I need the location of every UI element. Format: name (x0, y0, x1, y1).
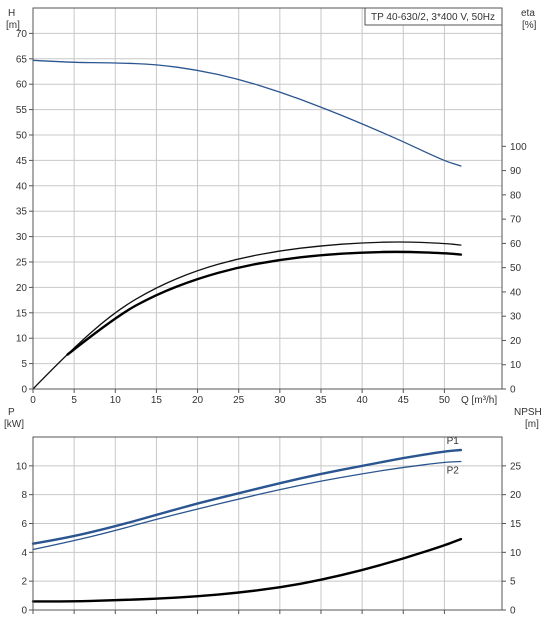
top-series-h-0 (32, 59, 462, 167)
top-y-right-tick-label: 40 (510, 287, 522, 298)
top-y-right-tick-label: 10 (510, 360, 522, 371)
top-y-right-tick-label: 0 (510, 385, 516, 396)
head-efficiency-frame (32, 7, 503, 390)
y-left-title-top: H (8, 8, 15, 19)
y-right-title-bottom: NPSH (514, 407, 542, 418)
bottom-y-left-tick-label: 10 (16, 461, 28, 472)
power-npsh-panel: 0 2 4 6 8 10 0 5 10 15 20 25 P1 P2 P [kW] NPSH [m] (4, 407, 542, 617)
bottom-series-p1-0 (31, 448, 463, 545)
bottom-series-p2-1 (32, 460, 462, 551)
bottom-y-right-tick-label: 20 (510, 490, 522, 501)
top-series-eta-2 (66, 250, 463, 356)
top-x-tick-label: 25 (233, 395, 245, 406)
head-efficiency-series (32, 59, 463, 390)
bottom-y-right-tick-label: 15 (510, 519, 522, 530)
y-left-unit-top: [m] (6, 20, 20, 31)
head-efficiency-grid (32, 8, 502, 390)
top-x-tick-label: 10 (110, 395, 122, 406)
top-y-right-tick-label: 80 (510, 190, 522, 201)
top-x-tick-label: 35 (315, 395, 327, 406)
top-y-left-tick-label: 10 (16, 334, 28, 345)
bottom-y-left-tick-label: 2 (21, 577, 27, 588)
top-y-right-tick-label: 50 (510, 263, 522, 274)
power-npsh-frame (32, 436, 503, 611)
y-left-unit-bottom: [kW] (4, 419, 24, 430)
bottom-y-right-tick-label: 10 (510, 548, 522, 559)
bottom-y-right-tick-label: 25 (510, 461, 522, 472)
y-right-unit-top: [%] (522, 20, 537, 31)
top-y-left-tick-label: 5 (21, 359, 27, 370)
top-y-left-tick-label: 0 (21, 385, 27, 396)
top-y-left-tick-label: 55 (16, 105, 28, 116)
top-y-left-tick-label: 60 (16, 80, 28, 91)
bottom-y-right-tick-label: 0 (510, 606, 516, 617)
top-y-left-tick-label: 50 (16, 131, 28, 142)
bottom-y-left-tick-label: 4 (21, 548, 27, 559)
chart-title-box: TP 40-630/2, 3*400 V, 50Hz (364, 7, 503, 26)
chart-title: TP 40-630/2, 3*400 V, 50Hz (371, 12, 495, 23)
bottom-series-npsh-2 (31, 537, 463, 603)
y-right-title-top: eta (521, 8, 535, 19)
power-npsh-series: P1 P2 (31, 436, 463, 603)
bottom-y-left-tick-label: 6 (21, 519, 27, 530)
top-y-left-tick-label: 25 (16, 258, 28, 269)
y-right-unit-bottom: [m] (525, 419, 539, 430)
y-left-title-bottom: P (8, 407, 15, 418)
top-y-left-tick-label: 70 (16, 29, 28, 40)
top-y-right-tick-label: 100 (510, 142, 527, 153)
top-y-left-tick-label: 40 (16, 181, 28, 192)
top-y-left-tick-label: 45 (16, 156, 28, 167)
top-y-right-tick-label: 20 (510, 336, 522, 347)
top-y-right-tick-label: 60 (510, 239, 522, 250)
top-x-tick-label: 40 (357, 395, 369, 406)
top-x-tick-label: 20 (192, 395, 204, 406)
bottom-y-right-tick-label: 5 (510, 577, 516, 588)
top-y-left-tick-label: 15 (16, 308, 28, 319)
top-x-tick-label: 0 (30, 395, 36, 406)
top-y-right-tick-label: 90 (510, 166, 522, 177)
head-efficiency-panel: 0 5 10 15 20 25 30 35 40 45 50 0 5 10 15 20 25 30 35 40 45 50… (6, 7, 537, 406)
top-x-tick-label: 45 (398, 395, 410, 406)
top-y-left-tick-label: 35 (16, 207, 28, 218)
bottom-y-left-tick-label: 8 (21, 490, 27, 501)
top-x-tick-label: 50 (439, 395, 451, 406)
head-efficiency-ticks: 0 5 10 15 20 25 30 35 40 45 50 0 5 10 15 20 25 30 35 40 45 50… (16, 29, 527, 406)
top-y-right-tick-label: 70 (510, 215, 522, 226)
top-y-left-tick-label: 30 (16, 232, 28, 243)
power-npsh-ticks: 0 2 4 6 8 10 0 5 10 15 20 25 (16, 461, 522, 616)
x-axis-title: Q [m³/h] (461, 395, 497, 406)
p2-curve-label: P2 (447, 466, 460, 477)
top-y-right-tick-label: 30 (510, 312, 522, 323)
bottom-y-left-tick-label: 0 (21, 606, 27, 617)
top-y-left-tick-label: 20 (16, 283, 28, 294)
top-x-tick-label: 5 (71, 395, 77, 406)
top-y-left-tick-label: 65 (16, 54, 28, 65)
top-series-eta-1 (32, 241, 462, 390)
p1-curve-label: P1 (447, 436, 460, 447)
top-x-tick-label: 15 (151, 395, 163, 406)
top-x-tick-label: 30 (274, 395, 286, 406)
